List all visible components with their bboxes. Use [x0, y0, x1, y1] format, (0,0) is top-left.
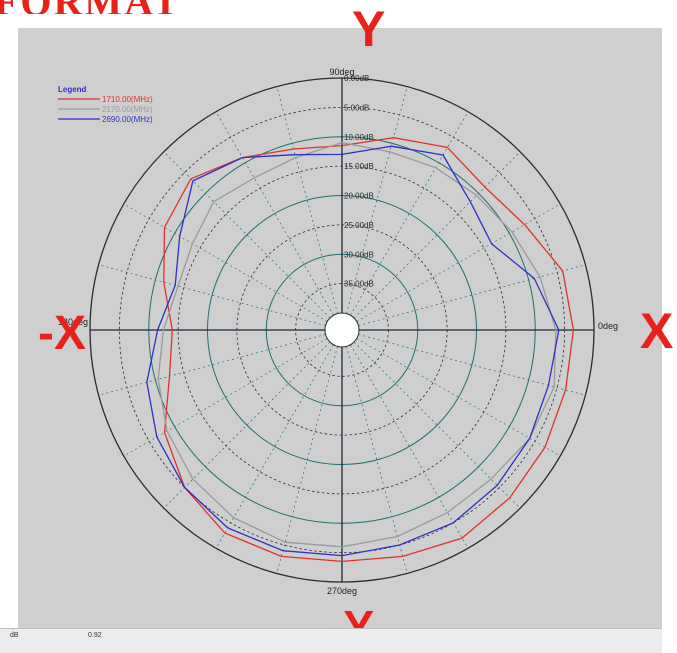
grid-spoke: [215, 111, 334, 316]
grid-spoke: [356, 203, 561, 322]
series-line-2: [157, 141, 557, 548]
grid-spoke: [276, 86, 338, 314]
grid-spoke: [163, 151, 331, 319]
y-axis-marker: Y: [352, 1, 386, 57]
legend-label-1: 1710.00(MHz): [102, 95, 153, 104]
radial-tick-label: 15.00dB: [344, 162, 374, 171]
status-bar: dB 0.92: [0, 628, 662, 653]
grid-spoke: [276, 346, 338, 574]
radial-tick-label: 10.00dB: [344, 133, 374, 142]
radial-tick-label: 35.00dB: [344, 280, 374, 289]
grid-spoke: [353, 151, 521, 319]
radial-tick-label: 30.00dB: [344, 250, 374, 259]
grid-spoke: [358, 334, 586, 396]
grid-spoke: [123, 338, 328, 457]
grid-spoke: [98, 264, 326, 326]
radial-tick-label: 5.00dB: [344, 103, 369, 112]
grid-spoke: [353, 341, 521, 509]
angle-label-0: 0deg: [598, 321, 618, 331]
x-axis-marker: X: [640, 303, 674, 359]
status-unit: dB: [10, 632, 19, 639]
grid-spoke: [346, 86, 408, 314]
legend-title: Legend: [58, 85, 87, 94]
radial-tick-label: 20.00dB: [344, 192, 374, 201]
grid-spoke: [163, 341, 331, 509]
neg-x-axis-marker: -X: [38, 307, 86, 360]
grid-spoke: [358, 264, 586, 326]
legend-label-3: 2690.00(MHz): [102, 115, 153, 124]
series-line-3: [146, 145, 560, 557]
grid-spoke: [350, 111, 469, 316]
center-hole: [324, 312, 360, 348]
grid-spoke: [346, 346, 408, 574]
angle-label-90: 90deg: [329, 67, 354, 77]
grid-spoke: [356, 338, 561, 457]
grid-spoke: [98, 334, 326, 396]
angle-label-180: 180deg: [58, 317, 88, 327]
series-line-1: [163, 137, 575, 563]
radial-tick-label: 25.00dB: [344, 221, 374, 230]
grid-spoke: [123, 203, 328, 322]
angle-label-270: 270deg: [327, 586, 357, 596]
grid-spoke: [215, 344, 334, 549]
grid-spoke: [350, 344, 469, 549]
radial-tick-label: 0.00dB: [344, 74, 369, 83]
legend-label-2: 2170.00(MHz): [102, 105, 153, 114]
cropped-title: FORMAT: [0, 0, 260, 14]
status-value: 0.92: [88, 632, 102, 639]
